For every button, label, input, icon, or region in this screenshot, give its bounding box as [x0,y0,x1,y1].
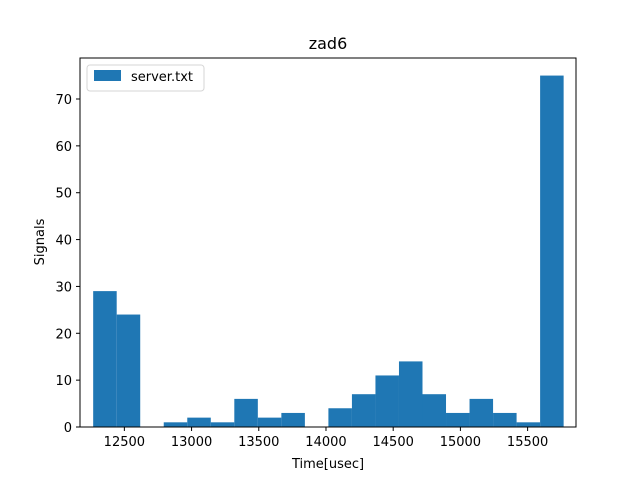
histogram-bar [93,291,117,427]
histogram-bar [398,361,423,427]
x-tick-label: 14500 [373,435,414,450]
y-axis-ticks: 0 10 20 30 40 50 60 70 [55,93,80,436]
histogram-bar [422,394,447,427]
histogram-bar [540,75,564,428]
histogram-bar [446,412,470,427]
y-tick-label: 50 [55,187,72,202]
y-tick-label: 70 [55,93,72,108]
y-tick-label: 20 [55,327,72,342]
axes-frame [79,57,577,428]
y-tick-label: 60 [55,140,72,155]
histogram-bar [351,394,376,427]
histogram-bar [116,314,141,427]
y-tick-label: 10 [55,374,72,389]
histogram-bar [257,417,282,427]
histogram-bar [163,422,188,427]
histogram-bar [187,417,211,427]
bars-group [93,75,564,428]
histogram-bar [234,398,258,427]
histogram-bar [281,412,305,427]
x-tick-label: 13000 [171,435,212,450]
legend: server.txt [86,64,205,92]
histogram-bar [328,408,352,427]
x-axis-label: Time[usec] [291,457,364,472]
x-tick-label: 15500 [507,435,548,450]
y-tick-label: 40 [55,234,72,249]
x-tick-label: 12500 [104,435,145,450]
x-tick-label: 13500 [238,435,279,450]
legend-label: server.txt [131,70,193,85]
histogram-bar [375,375,399,427]
y-tick-label: 0 [64,421,72,436]
x-tick-label: 14000 [305,435,346,450]
histogram-bar [469,398,494,427]
y-tick-label: 30 [55,280,72,295]
histogram-bar [210,422,235,427]
chart-title: zad6 [309,34,348,53]
x-tick-label: 15000 [440,435,481,450]
y-axis-label: Signals [33,218,48,265]
histogram-bar [493,412,517,427]
legend-swatch [94,70,121,81]
histogram-bar [516,422,541,427]
x-axis-ticks: 12500 13000 13500 14000 14500 15000 15500 [104,427,548,450]
